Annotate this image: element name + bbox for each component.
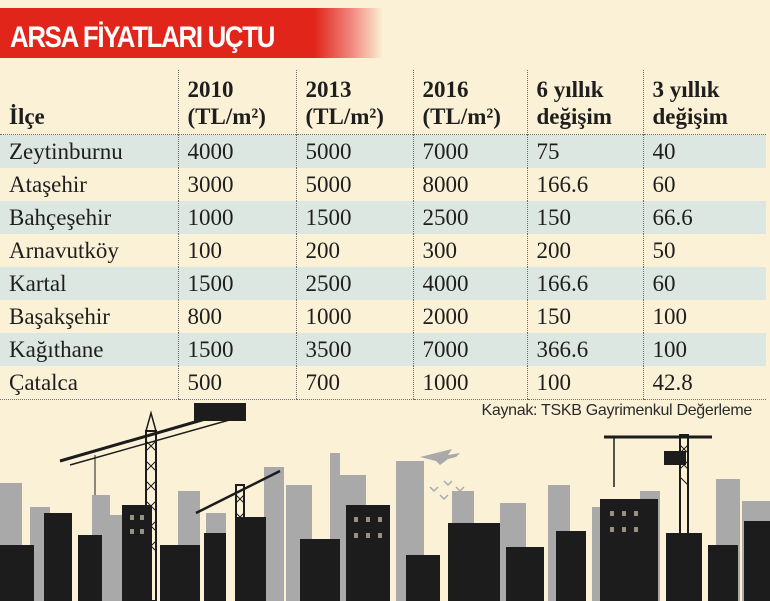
cell-2013: 2500	[295, 267, 413, 300]
cell-2010: 4000	[177, 134, 296, 168]
cell-2016: 2000	[412, 300, 527, 333]
table-row: Başakşehir 800 1000 2000 150 100	[0, 300, 766, 333]
cell-2010: 500	[177, 366, 296, 400]
column-header-2016: 2016 (TL/m²)	[412, 70, 527, 135]
column-header-3-year-change: 3 yıllık değişim	[642, 70, 766, 135]
cell-6-year-change: 166.6	[526, 168, 643, 201]
cell-2013: 5000	[295, 134, 413, 168]
cell-6-year-change: 150	[526, 300, 643, 333]
cell-2016: 1000	[412, 366, 527, 400]
cell-district: Arnavutköy	[9, 237, 119, 263]
cell-2013: 5000	[295, 168, 413, 201]
column-header-2013: 2013 (TL/m²)	[295, 70, 413, 135]
cell-district: Başakşehir	[9, 303, 110, 329]
header-row: İlçe 2010 (TL/m²) 2013 (TL/m²) 2016 (TL/m²)…	[0, 70, 766, 135]
table-row: Zeytinburnu 4000 5000 7000 75 40	[0, 134, 766, 168]
source-credit: Kaynak: TSKB Gayrimenkul Değerleme	[481, 402, 752, 419]
table-row: Ataşehir 3000 5000 8000 166.6 60	[0, 168, 766, 201]
crane-counterweight	[194, 403, 246, 421]
cell-district: Kağıthane	[0, 333, 178, 366]
cell-2016: 7000	[412, 134, 527, 168]
table-row: Kağıthane 1500 3500 7000 366.6 100	[0, 333, 766, 366]
cell-6-year-change: 150	[526, 201, 643, 234]
cell-2010: 800	[177, 300, 296, 333]
construction-crane-icon	[195, 469, 281, 601]
cell-2016: 4000	[412, 267, 527, 300]
cell-3-year-change: 66.6	[642, 201, 766, 234]
cell-district: Kartal	[0, 267, 178, 300]
cell-2016: 2500	[412, 201, 527, 234]
cell-district: Zeytinburnu	[0, 134, 178, 168]
building-windows	[130, 511, 638, 538]
cell-3-year-change: 100	[642, 333, 766, 366]
headline-title: ARSA FİYATLARI UÇTU	[10, 21, 275, 54]
cell-3-year-change: 60	[642, 267, 766, 300]
cell-2013: 1500	[295, 201, 413, 234]
land-price-table: İlçe 2010 (TL/m²) 2013 (TL/m²) 2016 (TL/m²)…	[0, 70, 766, 400]
construction-crane-icon	[604, 434, 712, 601]
cell-3-year-change: 42.8	[642, 366, 766, 400]
cell-2010: 3000	[177, 168, 296, 201]
table-row: Arnavutköy 100 200 300 200 50	[0, 234, 766, 267]
cell-6-year-change: 200	[526, 234, 643, 267]
cell-district: Çatalca	[0, 366, 178, 400]
airplane-icon	[420, 449, 460, 465]
cell-3-year-change: 50	[642, 234, 766, 267]
cell-2013: 3500	[295, 333, 413, 366]
cell-6-year-change: 166.6	[526, 267, 643, 300]
table-row: Çatalca 500 700 1000 100 42.8	[0, 366, 766, 400]
cell-3-year-change: 40	[642, 134, 766, 168]
cell-2013: 700	[295, 366, 413, 400]
cell-3-year-change: 60	[642, 168, 766, 201]
table-header: İlçe 2010 (TL/m²) 2013 (TL/m²) 2016 (TL/m²)…	[0, 70, 766, 135]
foreground-buildings	[0, 499, 770, 601]
crane-cab	[664, 451, 686, 465]
bird-flock-icon	[429, 480, 465, 501]
cell-2016: 8000	[412, 168, 527, 201]
cell-2010: 100	[177, 234, 296, 267]
cell-district: Ataşehir	[9, 171, 87, 197]
cell-2010: 1500	[177, 333, 296, 366]
city-skyline-icon	[0, 403, 770, 601]
cell-3-year-change: 100	[642, 300, 766, 333]
column-header-6-year-change: 6 yıllık değişim	[526, 70, 643, 135]
cell-2013: 1000	[295, 300, 413, 333]
cell-2010: 1000	[177, 201, 296, 234]
table-row: Bahçeşehir 1000 1500 2500 150 66.6	[0, 201, 766, 234]
cell-2016: 7000	[412, 333, 527, 366]
column-header-district: İlçe	[9, 104, 45, 129]
table-row: Kartal 1500 2500 4000 166.6 60	[0, 267, 766, 300]
cell-6-year-change: 366.6	[526, 333, 643, 366]
cell-6-year-change: 75	[526, 134, 643, 168]
cell-2016: 300	[412, 234, 527, 267]
cell-2013: 200	[295, 234, 413, 267]
cell-district: Bahçeşehir	[0, 201, 178, 234]
cell-6-year-change: 100	[526, 366, 643, 400]
cell-2010: 1500	[177, 267, 296, 300]
headline-banner: ARSA FİYATLARI UÇTU	[0, 8, 383, 58]
column-header-2010: 2010 (TL/m²)	[177, 70, 296, 135]
